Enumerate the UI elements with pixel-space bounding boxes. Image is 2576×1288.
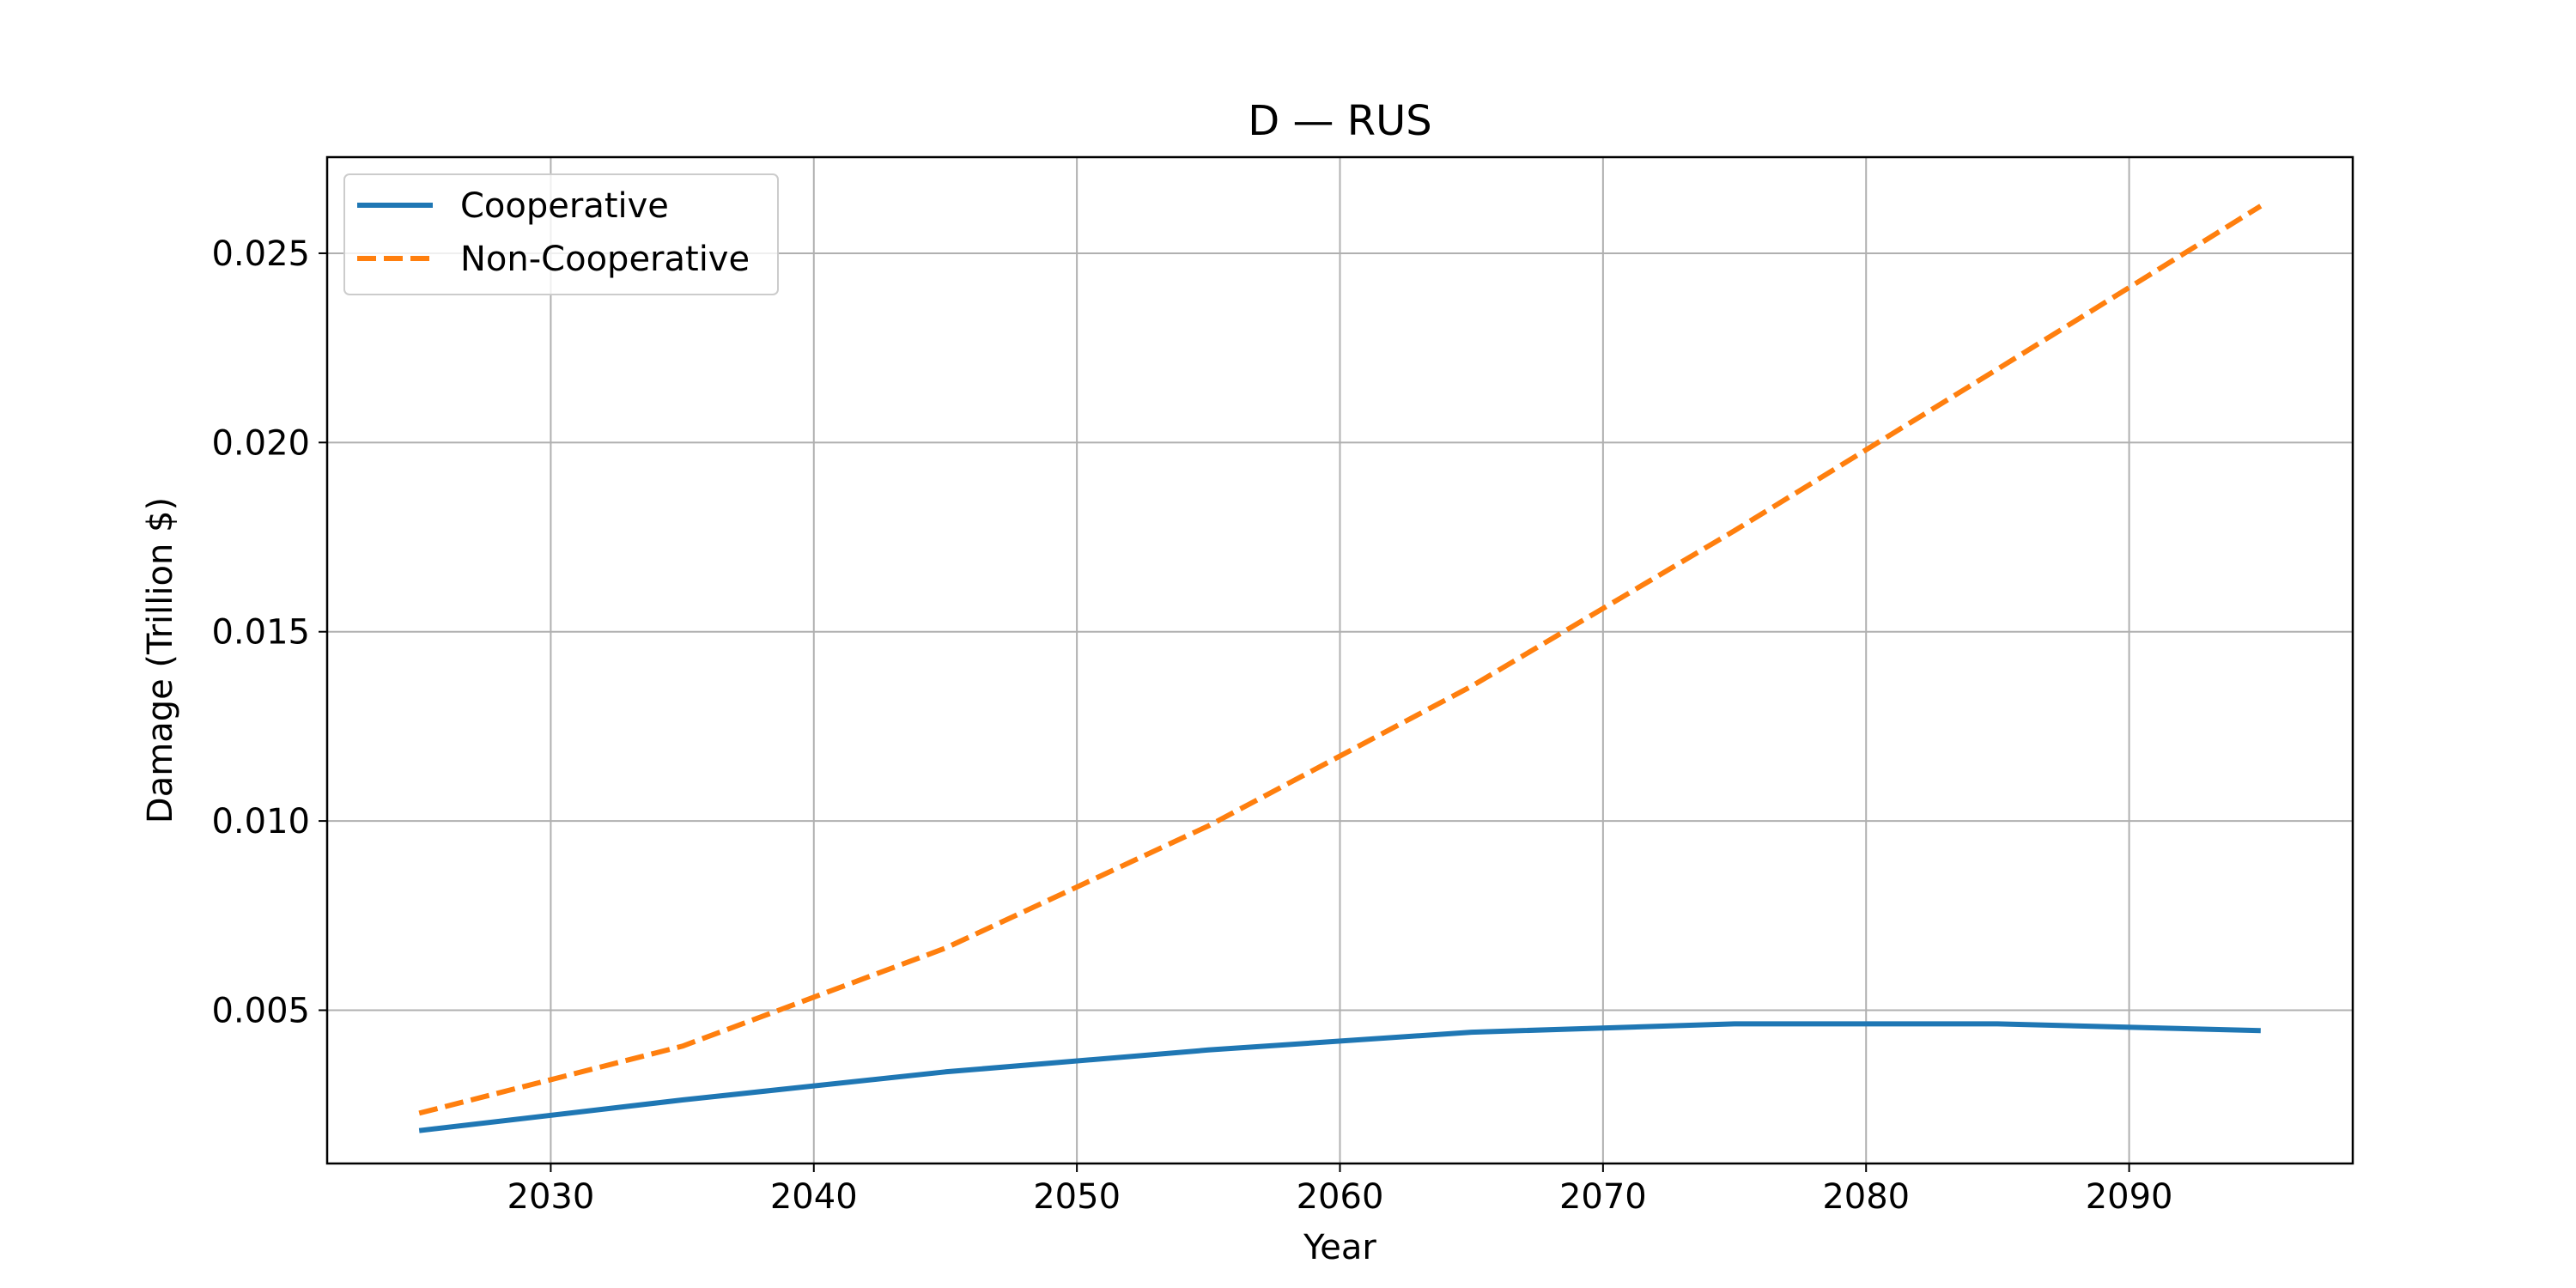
y-tick-label: 0.015 <box>211 613 310 653</box>
x-tick-label: 2050 <box>1033 1177 1121 1217</box>
y-tick-label: 0.025 <box>211 234 310 274</box>
legend-label-non-cooperative: Non-Cooperative <box>460 240 750 279</box>
series-layer <box>418 204 2263 1133</box>
ticks: 2030 2040 2050 2060 2070 2080 2090 0.005 0.010 0.… <box>211 234 2172 1217</box>
y-tick-label: 0.005 <box>211 991 310 1030</box>
legend-box <box>343 173 779 295</box>
y-tick-label: 0.010 <box>211 802 310 841</box>
legend-label-cooperative: Cooperative <box>460 186 669 226</box>
x-tick-label: 2060 <box>1297 1177 1384 1217</box>
x-tick-label: 2040 <box>770 1177 858 1217</box>
x-tick-label: 2070 <box>1559 1177 1647 1217</box>
x-tick-label: 2080 <box>1822 1177 1910 1217</box>
y-tick-label: 0.020 <box>211 423 310 463</box>
x-tick-label: 2030 <box>507 1177 595 1217</box>
legend: Cooperative Non-Cooperative <box>343 173 779 295</box>
grid <box>327 157 2353 1163</box>
x-tick-label: 2090 <box>2086 1177 2173 1217</box>
series-line-non-cooperative <box>418 204 2263 1116</box>
y-axis-title: Damage (Trillion $) <box>141 497 180 823</box>
x-axis-title: Year <box>1303 1228 1376 1267</box>
chart-title: D — RUS <box>1248 97 1431 145</box>
series-line-cooperative <box>418 1021 2261 1133</box>
